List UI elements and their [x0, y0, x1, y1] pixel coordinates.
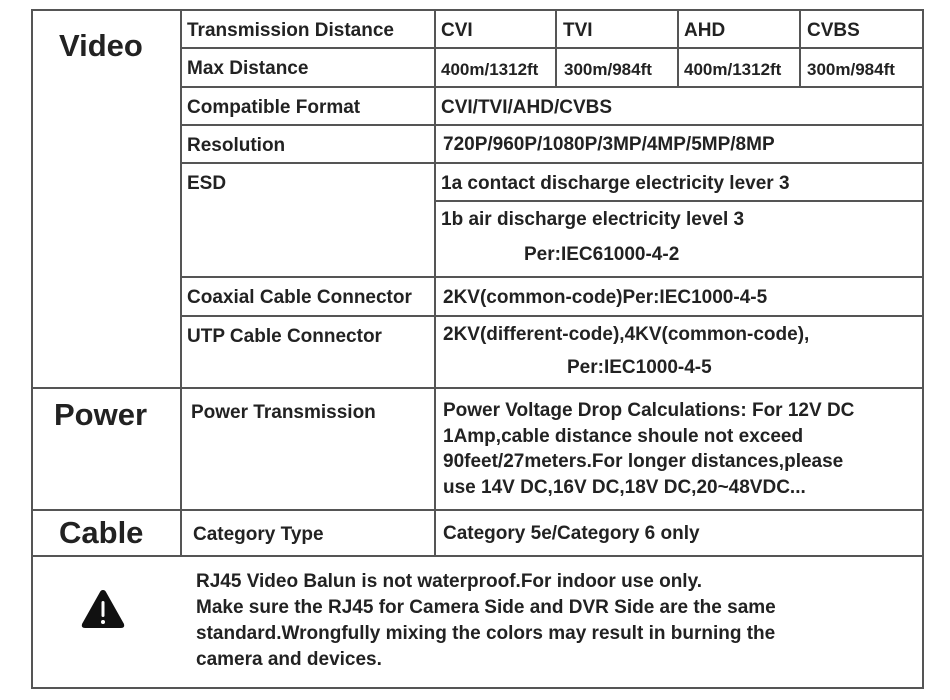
- power-line: use 14V DC,16V DC,18V DC,20~48VDC...: [443, 477, 806, 498]
- resolution-value: 720P/960P/1080P/3MP/4MP/5MP/8MP: [443, 134, 775, 155]
- power-line: 90feet/27meters.For longer distances,ple…: [443, 451, 844, 472]
- resolution-label: Resolution: [187, 135, 286, 156]
- section-video: Video: [59, 28, 143, 63]
- divider: [922, 9, 924, 689]
- divider: [181, 276, 924, 278]
- format-cvbs: CVBS: [807, 20, 860, 41]
- utp-label: UTP Cable Connector: [187, 326, 382, 347]
- category-type-label: Category Type: [193, 524, 324, 545]
- format-ahd: AHD: [684, 20, 726, 41]
- esd-label: ESD: [187, 173, 227, 194]
- divider: [31, 687, 924, 689]
- divider: [677, 9, 679, 88]
- utp-line1: 2KV(different-code),4KV(common-code),: [443, 324, 810, 345]
- section-power: Power: [54, 397, 148, 432]
- esd-air: 1b air discharge electricity level 3: [441, 209, 745, 230]
- divider: [31, 555, 924, 557]
- warning-triangle-icon: [80, 588, 126, 630]
- warning-line: standard.Wrongfully mixing the colors ma…: [196, 623, 776, 644]
- format-cvi: CVI: [441, 20, 473, 41]
- esd-standard: Per:IEC61000-4-2: [524, 244, 680, 265]
- divider: [31, 9, 924, 11]
- divider: [181, 47, 924, 49]
- divider: [434, 9, 436, 557]
- divider: [181, 124, 924, 126]
- section-cable: Cable: [59, 515, 144, 550]
- divider: [31, 9, 33, 689]
- compatible-format-label: Compatible Format: [187, 97, 361, 118]
- max-distance-tvi: 300m/984ft: [564, 60, 652, 79]
- warning-line: RJ45 Video Balun is not waterproof.For i…: [196, 571, 703, 592]
- category-type-value: Category 5e/Category 6 only: [443, 523, 700, 544]
- divider: [555, 9, 557, 88]
- max-distance-cvbs: 300m/984ft: [807, 60, 895, 79]
- divider: [799, 9, 801, 88]
- power-line: Power Voltage Drop Calculations: For 12V…: [443, 400, 855, 421]
- divider: [31, 387, 924, 389]
- esd-contact: 1a contact discharge electricity lever 3: [441, 173, 790, 194]
- max-distance-cvi: 400m/1312ft: [441, 60, 539, 79]
- format-tvi: TVI: [563, 20, 593, 41]
- utp-line2: Per:IEC1000-4-5: [567, 357, 712, 378]
- max-distance-ahd: 400m/1312ft: [684, 60, 782, 79]
- transmission-distance-label: Transmission Distance: [187, 20, 394, 41]
- power-line: 1Amp,cable distance shoule not exceed: [443, 426, 804, 447]
- warning-line: Make sure the RJ45 for Camera Side and D…: [196, 597, 776, 618]
- divider: [181, 86, 924, 88]
- warning-line: camera and devices.: [196, 649, 382, 670]
- max-distance-label: Max Distance: [187, 58, 309, 79]
- divider: [180, 9, 182, 557]
- power-transmission-label: Power Transmission: [191, 402, 376, 423]
- coaxial-label: Coaxial Cable Connector: [187, 287, 412, 308]
- divider: [435, 200, 924, 202]
- coaxial-value: 2KV(common-code)Per:IEC1000-4-5: [443, 287, 768, 308]
- divider: [181, 162, 924, 164]
- divider: [181, 315, 924, 317]
- divider: [31, 509, 924, 511]
- compatible-format-value: CVI/TVI/AHD/CVBS: [441, 97, 613, 118]
